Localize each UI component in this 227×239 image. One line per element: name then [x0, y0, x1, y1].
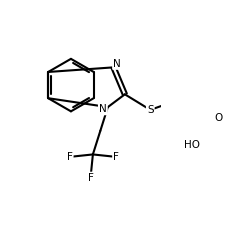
Text: S: S — [147, 105, 154, 115]
Text: F: F — [113, 152, 119, 162]
Text: F: F — [88, 173, 94, 183]
Text: O: O — [215, 114, 223, 124]
Text: HO: HO — [184, 140, 200, 150]
Text: F: F — [67, 152, 73, 162]
Text: N: N — [99, 104, 107, 114]
Text: N: N — [113, 59, 121, 69]
